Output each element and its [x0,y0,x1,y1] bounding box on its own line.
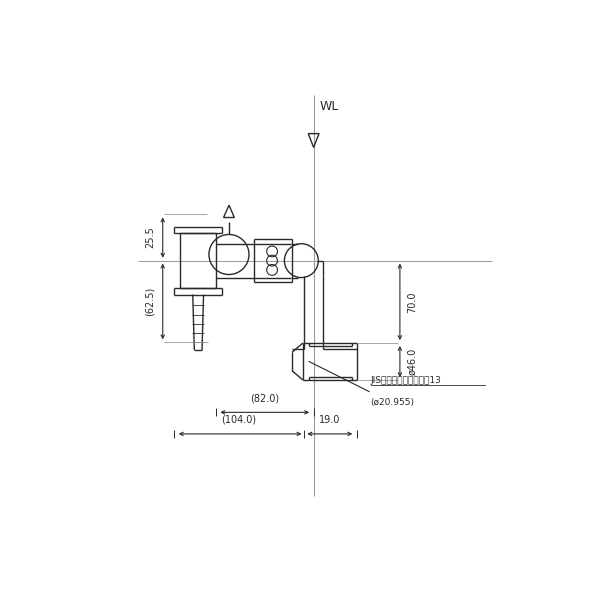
Text: (82.0): (82.0) [250,393,280,403]
Text: (104.0): (104.0) [221,415,256,425]
Text: (62.5): (62.5) [145,287,155,316]
Text: (ø20.955): (ø20.955) [371,398,415,407]
Text: 19.0: 19.0 [319,415,341,425]
Text: 25.5: 25.5 [145,227,155,248]
Text: ø46.0: ø46.0 [407,348,418,375]
Text: 70.0: 70.0 [407,291,418,313]
Text: WL: WL [320,100,339,113]
Text: JIS給水栓取付ねじ　３13: JIS給水栓取付ねじ ３13 [371,376,442,385]
